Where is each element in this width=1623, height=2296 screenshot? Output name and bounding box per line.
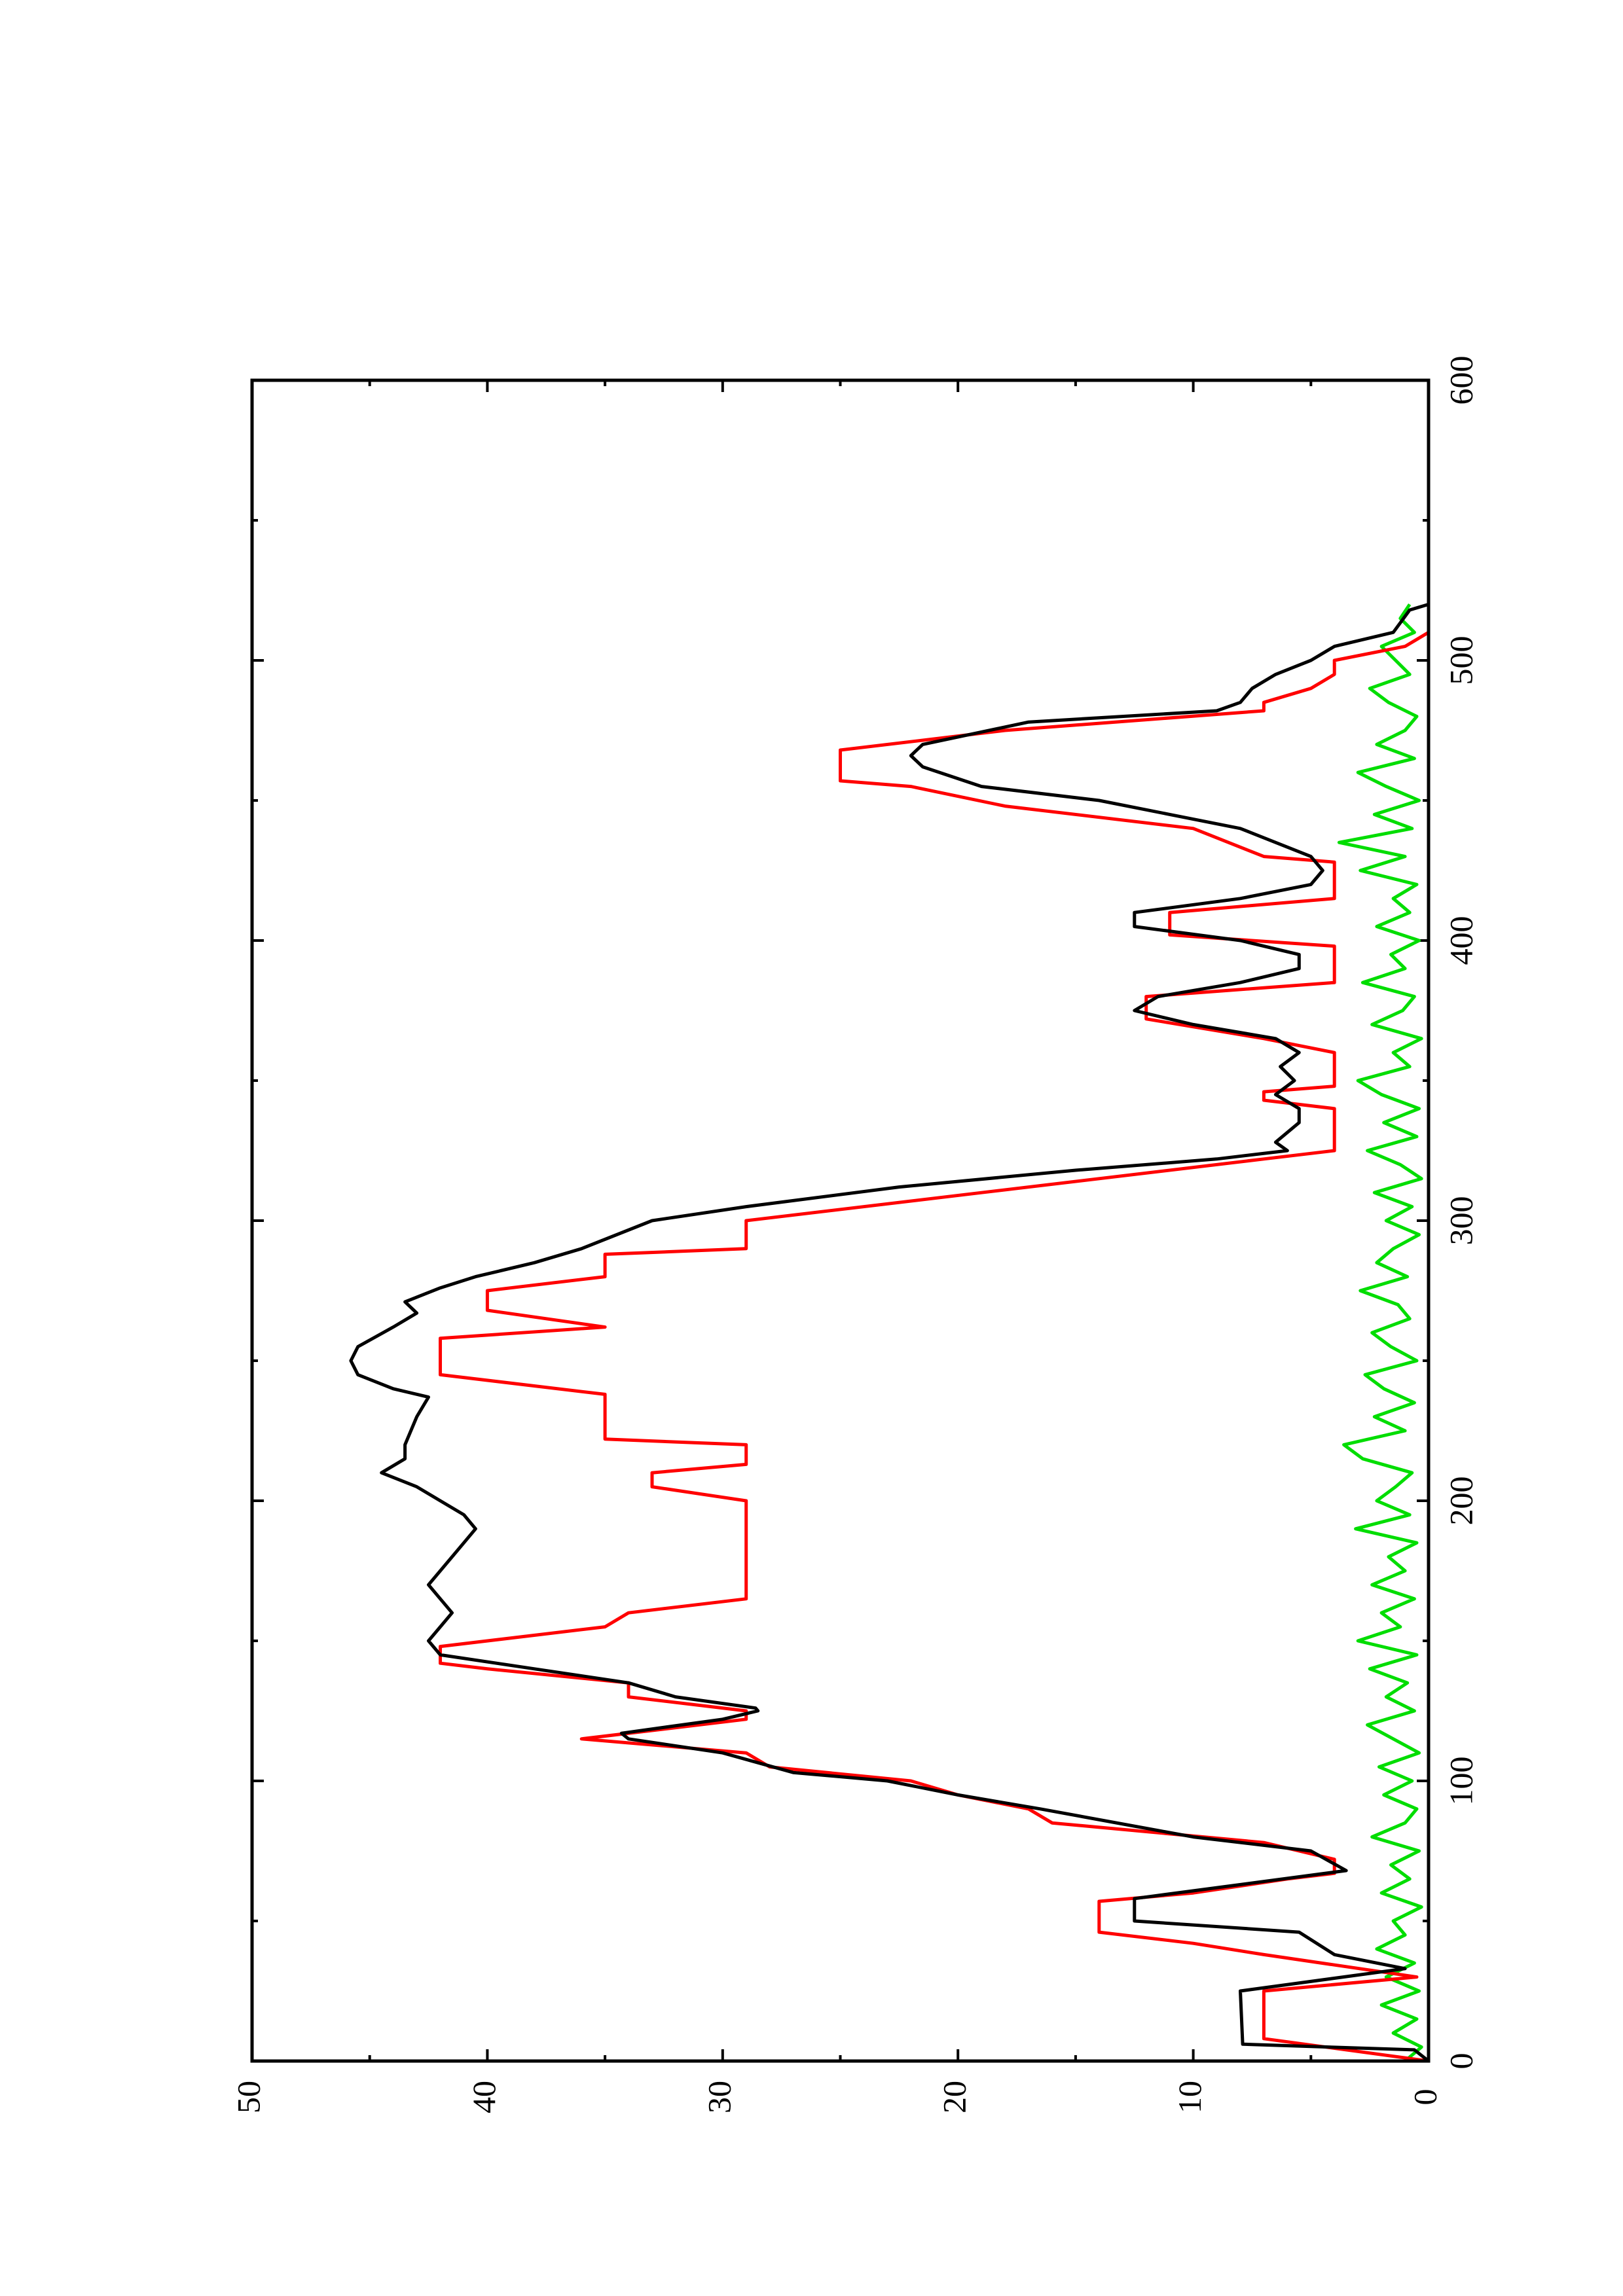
series-line (439, 631, 1430, 2063)
x-tick-label: 500 (1442, 636, 1479, 685)
y-tick-label: 10 (1171, 2081, 1208, 2113)
y-tick-label: 40 (465, 2081, 502, 2113)
x-tick-label: 600 (1442, 356, 1479, 405)
x-tick-label: 300 (1442, 1196, 1479, 1246)
y-tick-label: 20 (936, 2081, 973, 2113)
x-tick-label: 400 (1442, 916, 1479, 965)
x-tick-label: 0 (1442, 2053, 1479, 2070)
x-tick-label: 100 (1442, 1757, 1479, 1806)
x-tick-label: 200 (1442, 1477, 1479, 1526)
y-tick-label: 30 (701, 2081, 737, 2113)
y-tick-label: 50 (230, 2081, 266, 2113)
series-line (1337, 603, 1423, 2062)
plot-frame (250, 378, 1431, 2063)
series-line (349, 603, 1430, 2062)
y-tick-label: 0 (1406, 2089, 1443, 2106)
